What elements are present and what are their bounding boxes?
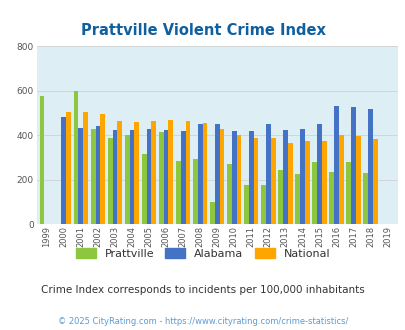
Bar: [355, 136, 360, 224]
Bar: [282, 130, 287, 224]
Bar: [90, 129, 95, 224]
Bar: [226, 164, 231, 224]
Bar: [209, 202, 214, 224]
Bar: [277, 170, 282, 224]
Bar: [304, 141, 309, 224]
Bar: [294, 174, 299, 224]
Legend: Prattville, Alabama, National: Prattville, Alabama, National: [76, 248, 329, 259]
Bar: [61, 117, 66, 224]
Bar: [74, 91, 78, 224]
Bar: [124, 135, 129, 224]
Bar: [78, 127, 83, 224]
Bar: [287, 143, 292, 224]
Bar: [321, 141, 326, 224]
Bar: [316, 124, 321, 224]
Bar: [95, 126, 100, 224]
Bar: [112, 130, 117, 224]
Bar: [192, 159, 197, 224]
Bar: [185, 121, 190, 224]
Bar: [367, 109, 372, 224]
Bar: [362, 173, 367, 224]
Bar: [163, 130, 168, 224]
Bar: [311, 162, 316, 224]
Bar: [107, 138, 112, 224]
Bar: [100, 114, 105, 224]
Bar: [66, 112, 71, 224]
Bar: [338, 135, 343, 224]
Text: © 2025 CityRating.com - https://www.cityrating.com/crime-statistics/: © 2025 CityRating.com - https://www.city…: [58, 317, 347, 326]
Bar: [260, 185, 265, 224]
Bar: [168, 120, 173, 224]
Bar: [265, 124, 270, 224]
Bar: [146, 129, 151, 224]
Bar: [197, 124, 202, 224]
Bar: [175, 161, 180, 224]
Bar: [248, 131, 253, 224]
Bar: [83, 112, 88, 224]
Bar: [231, 131, 236, 224]
Bar: [219, 129, 224, 224]
Bar: [40, 96, 44, 224]
Bar: [345, 162, 350, 224]
Bar: [350, 108, 355, 224]
Bar: [236, 135, 241, 224]
Bar: [158, 132, 163, 224]
Bar: [117, 121, 122, 224]
Bar: [328, 172, 333, 224]
Text: Prattville Violent Crime Index: Prattville Violent Crime Index: [80, 23, 325, 38]
Text: Crime Index corresponds to incidents per 100,000 inhabitants: Crime Index corresponds to incidents per…: [41, 285, 364, 295]
Bar: [333, 106, 338, 224]
Bar: [134, 122, 139, 224]
Bar: [129, 130, 134, 224]
Bar: [202, 123, 207, 224]
Bar: [270, 138, 275, 224]
Bar: [299, 129, 304, 224]
Bar: [243, 185, 248, 224]
Bar: [372, 139, 377, 224]
Bar: [253, 138, 258, 224]
Bar: [180, 131, 185, 224]
Bar: [214, 124, 219, 224]
Bar: [151, 121, 156, 224]
Bar: [141, 154, 146, 224]
